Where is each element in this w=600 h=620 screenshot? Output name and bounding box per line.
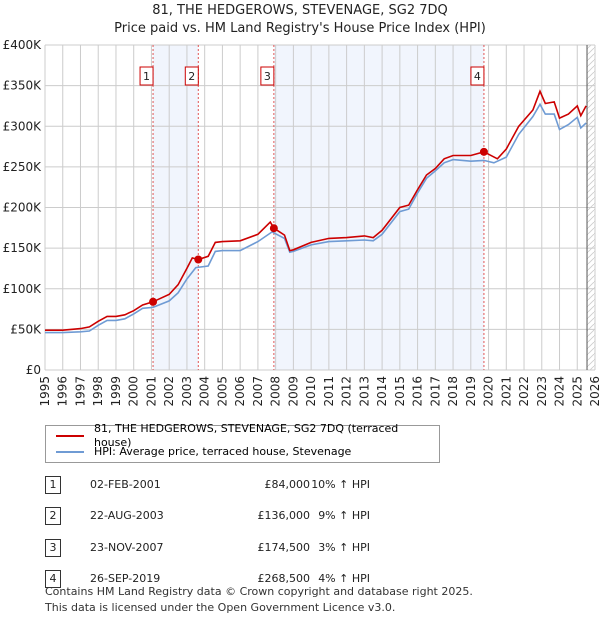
sale-price: £174,500 (257, 541, 311, 554)
chart-subtitle: Price paid vs. HM Land Registry's House … (114, 21, 486, 36)
x-tick-label: 2026 (588, 376, 600, 407)
x-tick-label: 2012 (340, 376, 354, 407)
footer-line-2: This data is licensed under the Open Gov… (45, 601, 396, 614)
x-tick-label: 1998 (91, 376, 105, 407)
sale-hpi-diff: 10% ↑ HPI (311, 478, 370, 491)
x-tick-label: 2004 (198, 376, 212, 407)
legend-label: 81, THE HEDGEROWS, STEVENAGE, SG2 7DQ (t… (93, 422, 399, 449)
sale-label: 3 (264, 70, 271, 83)
x-tick-label: 1997 (73, 376, 87, 407)
x-tick-label: 2006 (233, 376, 247, 407)
sale-point (149, 297, 158, 306)
sale-number: 1 (45, 476, 61, 494)
x-tick-label: 2013 (357, 376, 371, 407)
x-tick-label: 2005 (215, 376, 229, 407)
x-tick-label: 2025 (570, 376, 584, 407)
sale-label-box (470, 66, 485, 86)
y-tick-label: £0 (26, 363, 41, 377)
x-tick-label: 2014 (375, 376, 389, 407)
y-tick-label: £200K (3, 201, 43, 215)
sale-date: 02-FEB-2001 (90, 478, 161, 491)
sale-label: 4 (474, 70, 481, 83)
x-tick-label: 2003 (180, 376, 194, 407)
x-tick-label: 2021 (499, 376, 513, 407)
sale-date: 26-SEP-2019 (90, 572, 161, 585)
x-tick-label: 1995 (38, 376, 52, 407)
y-tick-label: £50K (10, 322, 42, 336)
sale-hpi-diff: 4% ↑ HPI (318, 572, 370, 585)
x-tick-label: 2019 (464, 376, 478, 407)
x-tick-label: 2024 (553, 376, 567, 407)
sale-label-box (260, 66, 275, 86)
y-tick-label: £350K (3, 79, 43, 93)
sale-label-box (139, 66, 154, 86)
sale-point (194, 255, 203, 264)
sale-date: 22-AUG-2003 (90, 509, 164, 522)
plot-area: £0 £50K £100K £150K £200K £250K £300K £350K £400… (3, 38, 600, 407)
hpi-line (45, 102, 587, 334)
sale-price: £136,000 (257, 509, 311, 522)
chart-title: 81, THE HEDGEROWS, STEVENAGE, SG2 7DQ (152, 3, 448, 18)
legend-item-property: 81, THE HEDGEROWS, STEVENAGE, SG2 7DQ (t… (56, 422, 439, 449)
x-tick-label: 2018 (446, 376, 460, 407)
legend-item-hpi: HPI: Average price, terraced house, Stev… (56, 445, 351, 459)
x-tick-label: 2020 (482, 376, 496, 407)
sale-date: 23-NOV-2007 (90, 541, 164, 554)
sale-label-box (184, 66, 199, 86)
y-tick-label: £100K (3, 282, 43, 296)
sale-number: 3 (45, 539, 61, 557)
sale-point (479, 147, 488, 156)
x-tick-label: 2023 (535, 376, 549, 407)
legend-swatch-blue (56, 451, 84, 453)
x-tick-label: 2001 (144, 376, 158, 407)
sale-label: 1 (143, 70, 150, 83)
x-tick-label: 1996 (56, 376, 70, 407)
x-tick-label: 2009 (286, 376, 300, 407)
legend-swatch-red (56, 435, 84, 437)
x-tick-label: 2022 (517, 376, 531, 407)
y-tick-label: £400K (3, 38, 43, 52)
x-tick-label: 1999 (109, 376, 123, 407)
x-tick-label: 2007 (251, 376, 265, 407)
sale-number: 2 (45, 507, 61, 525)
x-tick-label: 2000 (127, 376, 141, 407)
price-paid-line (45, 89, 587, 331)
x-tick-label: 2002 (162, 376, 176, 407)
legend: 81, THE HEDGEROWS, STEVENAGE, SG2 7DQ (t… (45, 422, 440, 463)
x-tick-label: 2008 (269, 376, 283, 407)
sale-price: £268,500 (257, 572, 311, 585)
sale-number: 4 (45, 570, 61, 588)
sale-hpi-diff: 9% ↑ HPI (318, 509, 370, 522)
y-tick-label: £150K (3, 241, 43, 255)
y-tick-label: £250K (3, 160, 43, 174)
x-tick-label: 2011 (322, 376, 336, 407)
x-tick-label: 2015 (393, 376, 407, 407)
x-tick-label: 2016 (411, 376, 425, 407)
y-tick-label: £300K (3, 119, 43, 133)
x-tick-label: 2010 (304, 376, 318, 407)
sale-price: £84,000 (264, 478, 311, 491)
footer-line-1: Contains HM Land Registry data © Crown c… (45, 585, 473, 598)
legend-label: HPI: Average price, terraced house, Stev… (94, 445, 352, 458)
sale-point (269, 224, 278, 233)
x-tick-label: 2017 (428, 376, 442, 407)
sale-hpi-diff: 3% ↑ HPI (318, 541, 370, 554)
sale-label: 2 (188, 70, 195, 83)
